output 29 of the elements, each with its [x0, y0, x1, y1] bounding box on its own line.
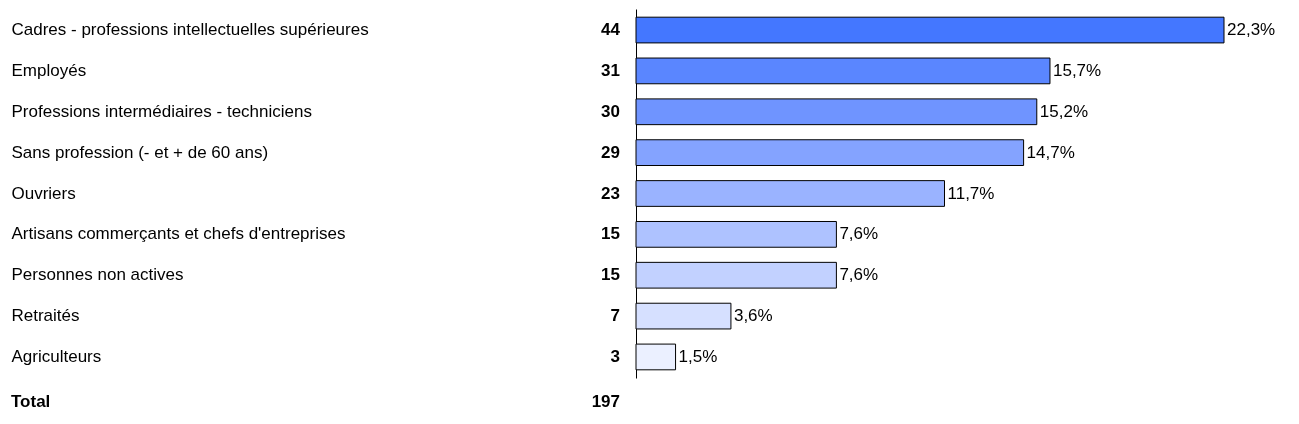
data-label: 14,7% [1026, 142, 1075, 162]
text: Total [11, 392, 51, 411]
y-tick-label: Sans profession (- et + de 60 ans) [11, 142, 269, 162]
y-tick-label: Ouvriers [11, 183, 76, 203]
text: 44 [601, 20, 621, 40]
text: 197 [591, 392, 620, 411]
text: 23 [601, 183, 620, 203]
y-tick-label: Employés [11, 60, 87, 80]
text: 29 [601, 142, 620, 162]
text: 30 [601, 101, 620, 121]
y-tick-label: Artisans commerçants et chefs d'entreprises [11, 224, 346, 244]
data-label: 15,7% [1052, 60, 1102, 80]
text: 3 [610, 346, 620, 366]
y-tick-label: Cadres - professions intellectuelles supérieures [11, 20, 369, 40]
y-tick-label: Retraités [11, 306, 80, 326]
data-label: 22,3% [1227, 20, 1276, 40]
y-tick-label: Agriculteurs [11, 346, 102, 366]
data-label: 1,5% [678, 346, 718, 366]
data-label: 3,6% [733, 306, 773, 326]
text: 15 [601, 224, 620, 244]
data-label: 7,6% [839, 224, 879, 244]
y-tick-label: Professions intermédiaires - techniciens [11, 101, 312, 121]
y-tick-label: Personnes non actives [11, 265, 184, 285]
text: 31 [601, 60, 620, 80]
data-label: 11,7% [947, 183, 995, 203]
text: 15 [601, 265, 620, 285]
text: 7 [610, 306, 620, 326]
data-label: 15,2% [1039, 101, 1088, 121]
data-label: 7,6% [839, 265, 879, 285]
